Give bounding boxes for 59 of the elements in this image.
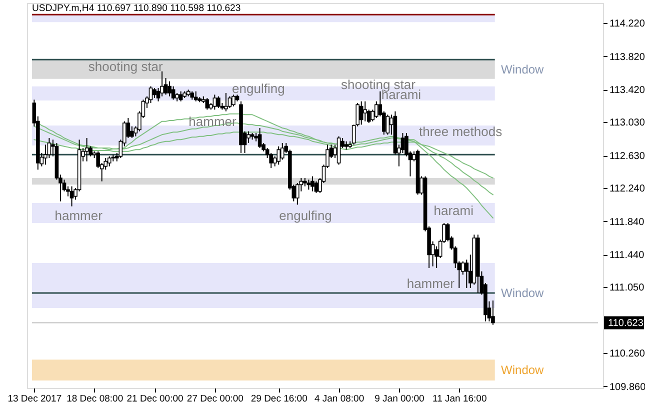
y-tick-label: 111.440 bbox=[610, 250, 645, 262]
candlestick bbox=[178, 90, 183, 102]
chart-title: USDJPY.m,H4 110.697 110.890 110.598 110.623 bbox=[32, 3, 241, 14]
x-tick-label: 18 Dec 08:00 bbox=[66, 394, 124, 404]
x-tick-label: 27 Dec 00:00 bbox=[186, 394, 244, 404]
annotation: engulfing bbox=[279, 208, 332, 223]
candlestick bbox=[306, 179, 311, 190]
candlestick bbox=[246, 130, 250, 144]
y-tick-label: 112.240 bbox=[610, 184, 645, 194]
annotation: three methods bbox=[418, 124, 503, 139]
candlestick bbox=[359, 100, 364, 126]
candlestick bbox=[171, 86, 176, 100]
candlestick bbox=[84, 138, 89, 162]
annotation: shooting star bbox=[88, 59, 164, 74]
candlestick bbox=[130, 126, 134, 138]
candlestick bbox=[70, 186, 74, 207]
x-tick-label: 4 Jan 08:00 bbox=[314, 394, 364, 404]
y-tick-label: 113.030 bbox=[610, 118, 645, 129]
y-tick-label: 113.820 bbox=[610, 52, 645, 63]
annotation: harami bbox=[434, 203, 474, 218]
candlestick bbox=[212, 94, 217, 110]
y-tick-label: 113.420 bbox=[610, 85, 645, 96]
candlestick bbox=[216, 96, 220, 108]
y-tick-label: 111.840 bbox=[610, 216, 645, 228]
candlestick bbox=[228, 96, 232, 108]
candlestick bbox=[258, 128, 262, 148]
annotation: engulfing bbox=[232, 81, 285, 96]
candlestick bbox=[232, 94, 236, 107]
annotation: hammer bbox=[54, 208, 104, 223]
y-tick-label: 112.630 bbox=[610, 151, 645, 162]
x-tick-label: 21 Dec 00:00 bbox=[126, 394, 184, 404]
band-label: Window bbox=[501, 62, 544, 77]
candlestick bbox=[386, 114, 390, 136]
candlestick bbox=[152, 88, 156, 98]
candlestick bbox=[107, 156, 112, 167]
candlestick bbox=[310, 176, 314, 192]
x-tick-label: 29 Dec 16:00 bbox=[250, 394, 308, 404]
x-tick-label: 9 Jan 00:00 bbox=[374, 394, 424, 404]
y-tick-label: 114.220 bbox=[610, 18, 645, 30]
candlestick bbox=[280, 142, 284, 160]
annotation: hammer bbox=[188, 114, 238, 129]
candlestick bbox=[224, 92, 228, 112]
annotation: shooting star bbox=[341, 77, 416, 92]
y-tick-label: 110.623 bbox=[608, 318, 644, 329]
candlestick bbox=[205, 98, 210, 110]
y-tick-label: 109.860 bbox=[610, 382, 645, 393]
candlestick bbox=[194, 90, 198, 102]
x-tick-label: 11 Jan 16:00 bbox=[432, 394, 487, 404]
ref-line-label: Window bbox=[501, 286, 544, 300]
candlestick bbox=[276, 146, 281, 166]
candlestick bbox=[363, 100, 368, 122]
y-tick-label: 110.260 bbox=[610, 348, 645, 360]
band-label: Window bbox=[501, 363, 544, 378]
y-tick-label: 111.050 bbox=[610, 282, 645, 294]
annotation: hammer bbox=[406, 276, 456, 291]
candlestick bbox=[168, 80, 172, 97]
candlestick bbox=[491, 300, 495, 326]
x-tick-label: 13 Dec 2017 bbox=[8, 394, 62, 404]
candlestick bbox=[314, 180, 318, 194]
